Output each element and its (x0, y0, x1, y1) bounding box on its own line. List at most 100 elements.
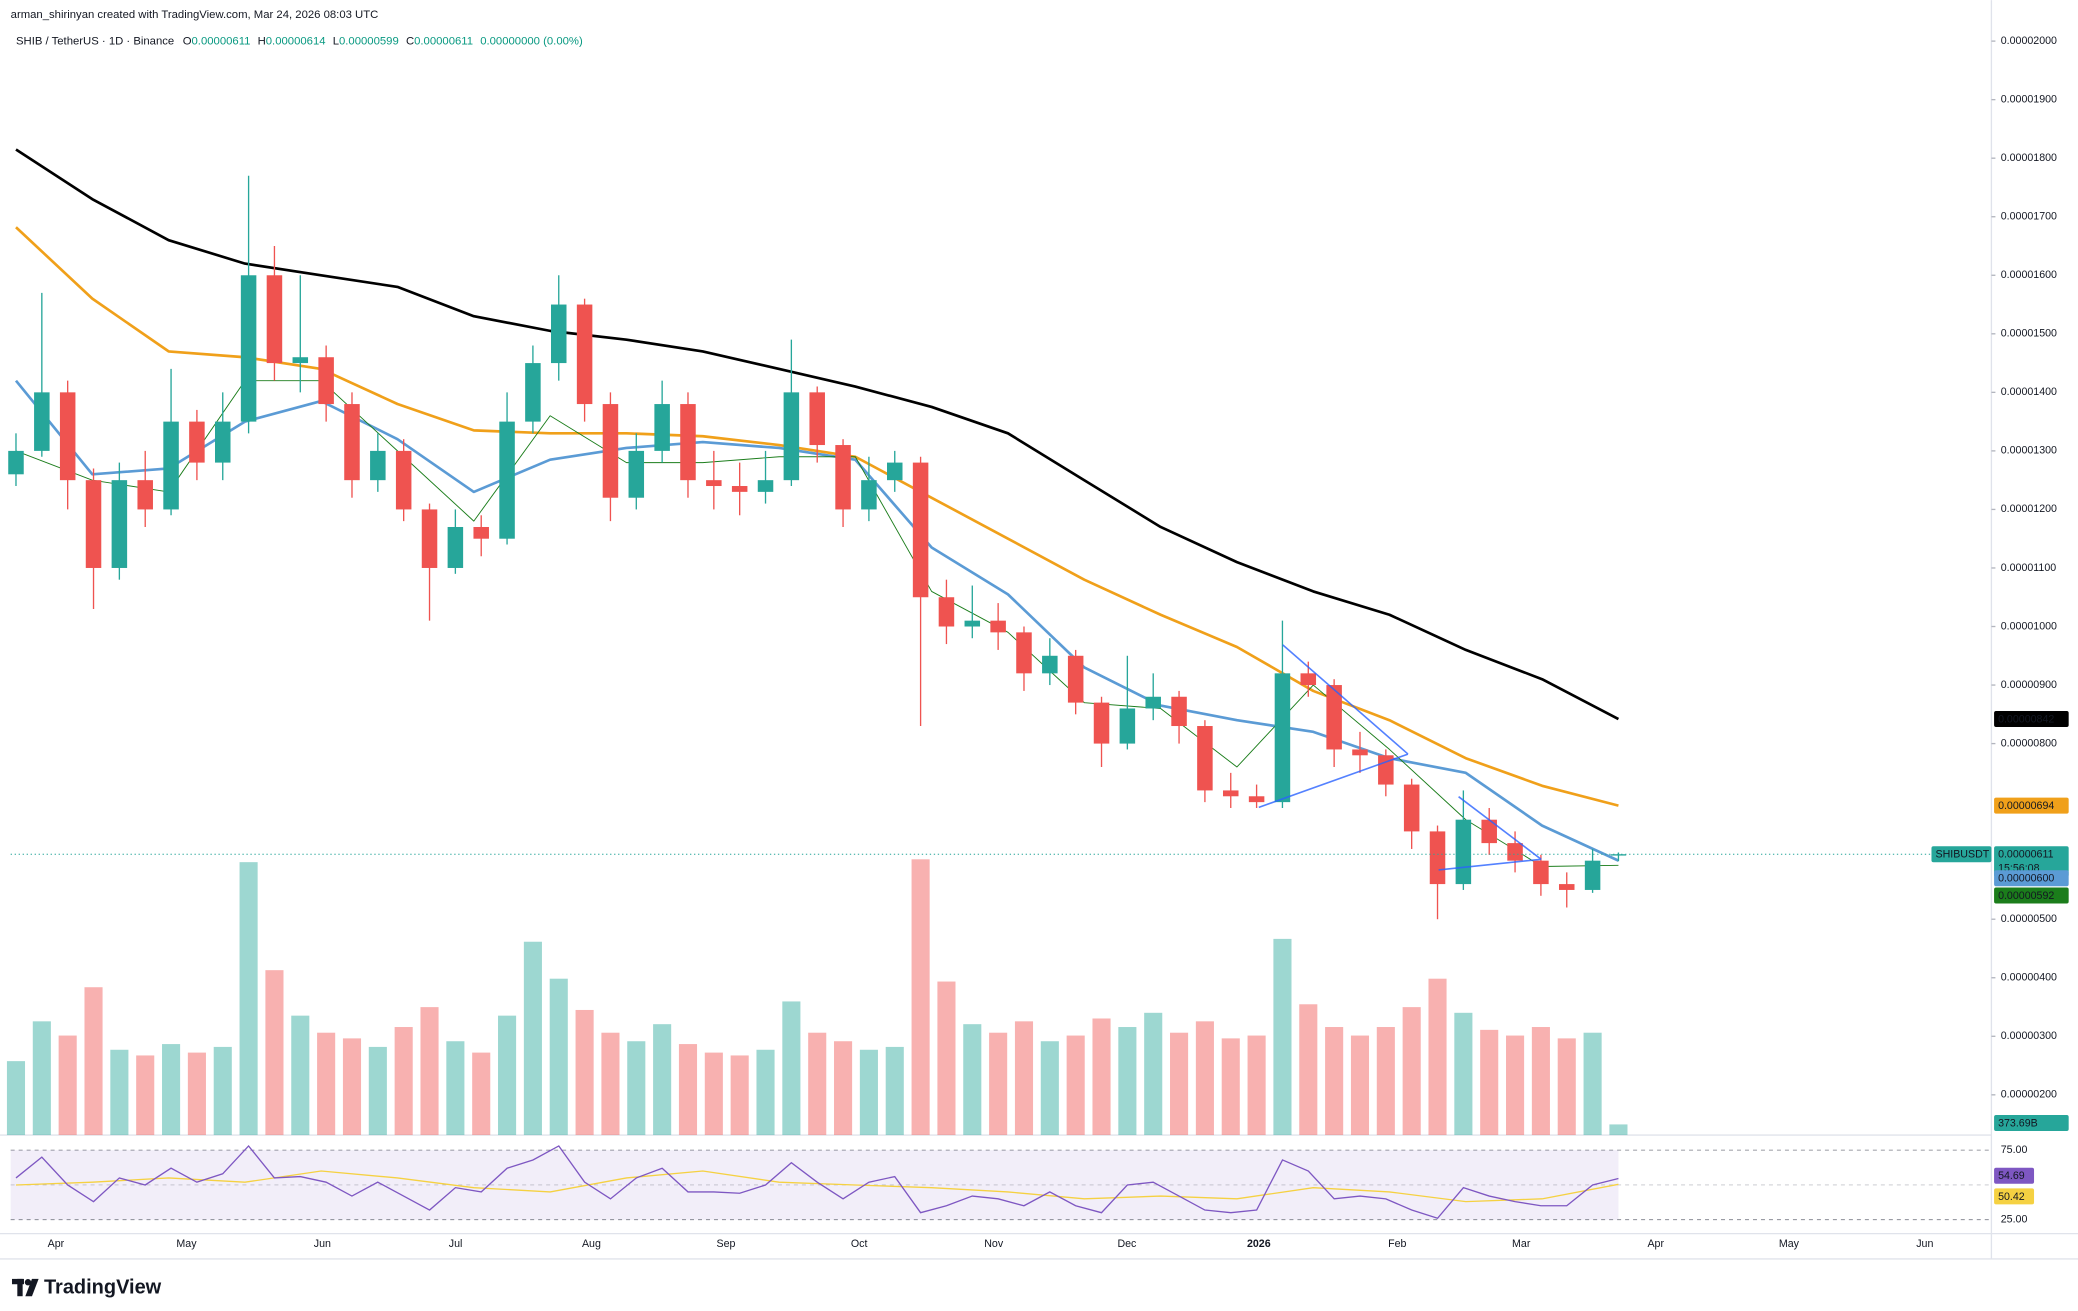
candle-body (861, 480, 877, 510)
x-tick-label: Dec (1117, 1238, 1137, 1250)
legend-key: O (183, 35, 192, 47)
volume-bar (1040, 1041, 1059, 1136)
candle-body (1067, 655, 1084, 703)
overlay: 0.00002000 0.00001900 0.00001800 0.00001700… (48, 35, 2069, 1250)
volume-bar (317, 1032, 336, 1136)
candle-body (85, 480, 102, 568)
legend-title: SHIB / TetherUS · 1D · Binance (16, 35, 174, 47)
candle-body (447, 526, 464, 568)
volume-bar (1144, 1012, 1163, 1136)
price-badge (1994, 1188, 2035, 1205)
volume-bar (420, 1007, 439, 1136)
y-tick-label: 0.00001100 (2001, 562, 2057, 574)
volume-bar (1376, 1027, 1395, 1136)
candle-body (809, 392, 825, 446)
candle-body (318, 357, 334, 405)
brand-logo (11, 1278, 39, 1297)
candle-body (654, 404, 670, 451)
volume-bar (704, 1052, 723, 1136)
volume-bar (342, 1038, 362, 1136)
y-tick-label: 0.00000900 (2001, 679, 2057, 691)
volume-bar (885, 1046, 904, 1136)
candle-body (1171, 696, 1187, 727)
x-tick-label: Sep (716, 1238, 735, 1250)
volume-bar (653, 1024, 672, 1136)
candle-body (1403, 784, 1420, 832)
candle-body (163, 421, 179, 510)
price-badge (1994, 870, 2069, 887)
volume-bar (782, 1001, 801, 1136)
badge-text: 0.00000842 (1998, 713, 2054, 725)
badge-text: 373.69B (1998, 1118, 2038, 1130)
x-tick-label: Mar (1512, 1238, 1531, 1250)
volume-bar (1299, 1004, 1318, 1136)
candle-body (1507, 843, 1523, 861)
candle-body (990, 620, 1006, 633)
candle-body (1222, 790, 1239, 797)
volume-bar (808, 1032, 827, 1136)
candle-body (680, 404, 696, 481)
legend-value: 0.00000611 (414, 35, 473, 47)
x-tick-label: 2026 (1247, 1238, 1271, 1250)
trend-line (1282, 644, 1409, 755)
y-tick-label: 0.00001000 (2001, 620, 2057, 632)
candle-body (59, 392, 76, 481)
y-tick-label: 0.00000800 (2001, 737, 2057, 749)
volume-bar (1066, 1035, 1085, 1136)
candle-body (189, 421, 205, 463)
y-tick-label: 0.00001900 (2001, 93, 2057, 105)
x-tick-label: Jun (314, 1238, 331, 1250)
y-tick-label: 0.00002000 (2001, 35, 2057, 47)
candle-body (1455, 819, 1472, 885)
badge-text: 0.00000611 (1998, 849, 2054, 861)
candle-body (395, 450, 412, 510)
candle-body (344, 404, 360, 481)
x-tick-label: Feb (1388, 1238, 1406, 1250)
plot-area (6, 148, 1992, 1221)
candle-body (1145, 696, 1161, 709)
x-tick-label: Apr (1647, 1238, 1664, 1250)
candle-body (1533, 860, 1549, 885)
candle-body (1326, 685, 1342, 750)
rsi-ma-line (15, 1170, 1619, 1203)
x-tick-label: Aug (582, 1238, 601, 1250)
price-badge (1994, 1167, 2035, 1184)
badge-text: 50.42 (1998, 1191, 2025, 1203)
x-tick-label: Jun (1916, 1238, 1933, 1250)
candle-body (214, 421, 231, 463)
symbol-badge-text: SHIBUSDT (1935, 849, 1989, 861)
badge-text: 0.00000592 (1998, 890, 2054, 902)
volume-bar (1557, 1038, 1576, 1136)
volume-bar (498, 1015, 517, 1136)
trend-line (1258, 753, 1409, 809)
brand-name: TradingView (44, 1277, 162, 1299)
candle-body (628, 450, 645, 498)
candle-body (1093, 702, 1110, 744)
candle-body (292, 357, 309, 364)
volume-bar (1221, 1038, 1240, 1136)
volume-bar (1170, 1032, 1189, 1136)
candle-body (1584, 860, 1601, 890)
x-tick-label: May (176, 1238, 197, 1250)
volume-bar (523, 941, 542, 1136)
volume-bar (937, 981, 956, 1136)
volume-bar (1092, 1018, 1111, 1136)
candle-body (266, 275, 283, 364)
candle-body (964, 620, 981, 627)
legend-key: H (258, 35, 266, 47)
legend-value: 0.00000611 (192, 35, 251, 47)
rsi-band (10, 1150, 1619, 1220)
volume-bar (32, 1021, 51, 1136)
candle-body (757, 480, 774, 492)
candle-body (731, 486, 748, 492)
moving-average (15, 148, 1620, 721)
volume-bar (1247, 1035, 1266, 1136)
candle-body (111, 480, 128, 568)
candle-body (706, 480, 722, 487)
candle-body (1558, 884, 1575, 890)
x-tick-label: May (1779, 1238, 1800, 1250)
volume-bar (239, 862, 258, 1136)
y-tick-label: 0.00000400 (2001, 972, 2057, 984)
symbol-badge (1931, 846, 1992, 863)
